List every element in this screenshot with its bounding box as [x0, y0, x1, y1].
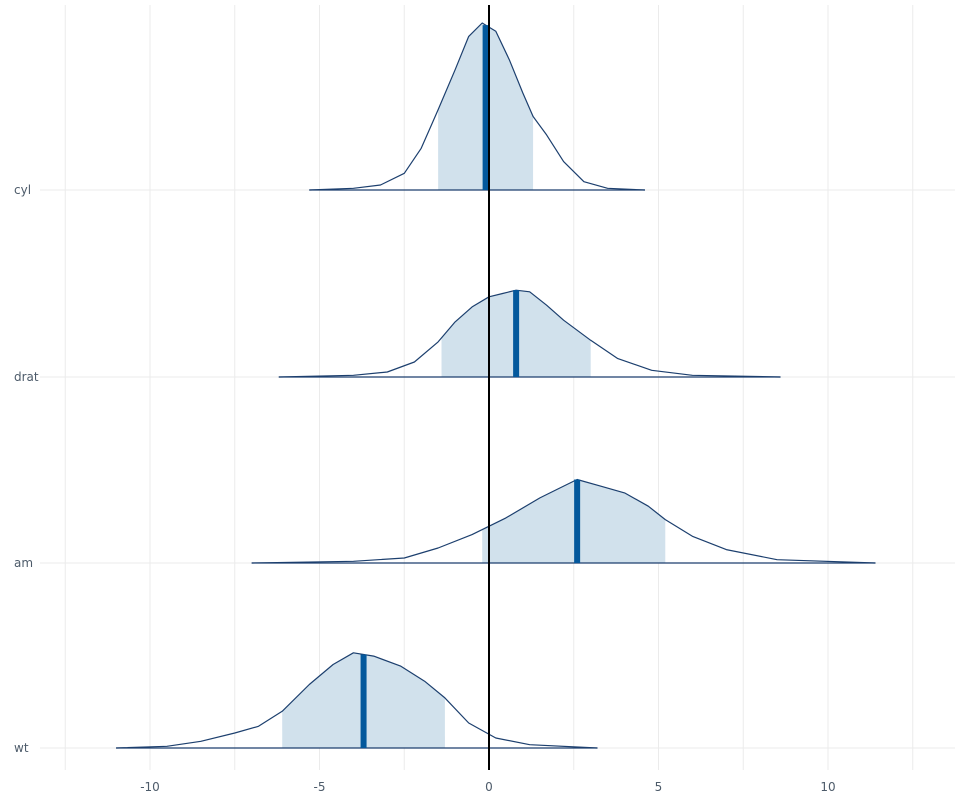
x-tick-label: -5 — [314, 780, 326, 794]
density-curve-drat — [278, 289, 781, 378]
series-layer — [116, 22, 876, 749]
y-tick-label-wt: wt — [14, 741, 29, 755]
density-ridge-wt — [116, 652, 598, 749]
density-ridge-cyl — [309, 22, 645, 191]
y-tick-label-drat: drat — [14, 370, 39, 384]
axis-layer: cyl drat am wt -10 -5 0 5 10 — [14, 183, 836, 794]
density-curve-wt — [116, 652, 598, 749]
x-tick-label: -10 — [140, 780, 160, 794]
x-tick-label: 0 — [485, 780, 493, 794]
y-tick-label-am: am — [14, 556, 33, 570]
x-tick-label: 5 — [655, 780, 663, 794]
interval-area-am — [482, 479, 666, 563]
x-tick-label: 10 — [820, 780, 835, 794]
y-tick-label-cyl: cyl — [14, 183, 31, 197]
density-ridge-am — [251, 478, 876, 564]
density-ridge-drat — [278, 289, 781, 378]
